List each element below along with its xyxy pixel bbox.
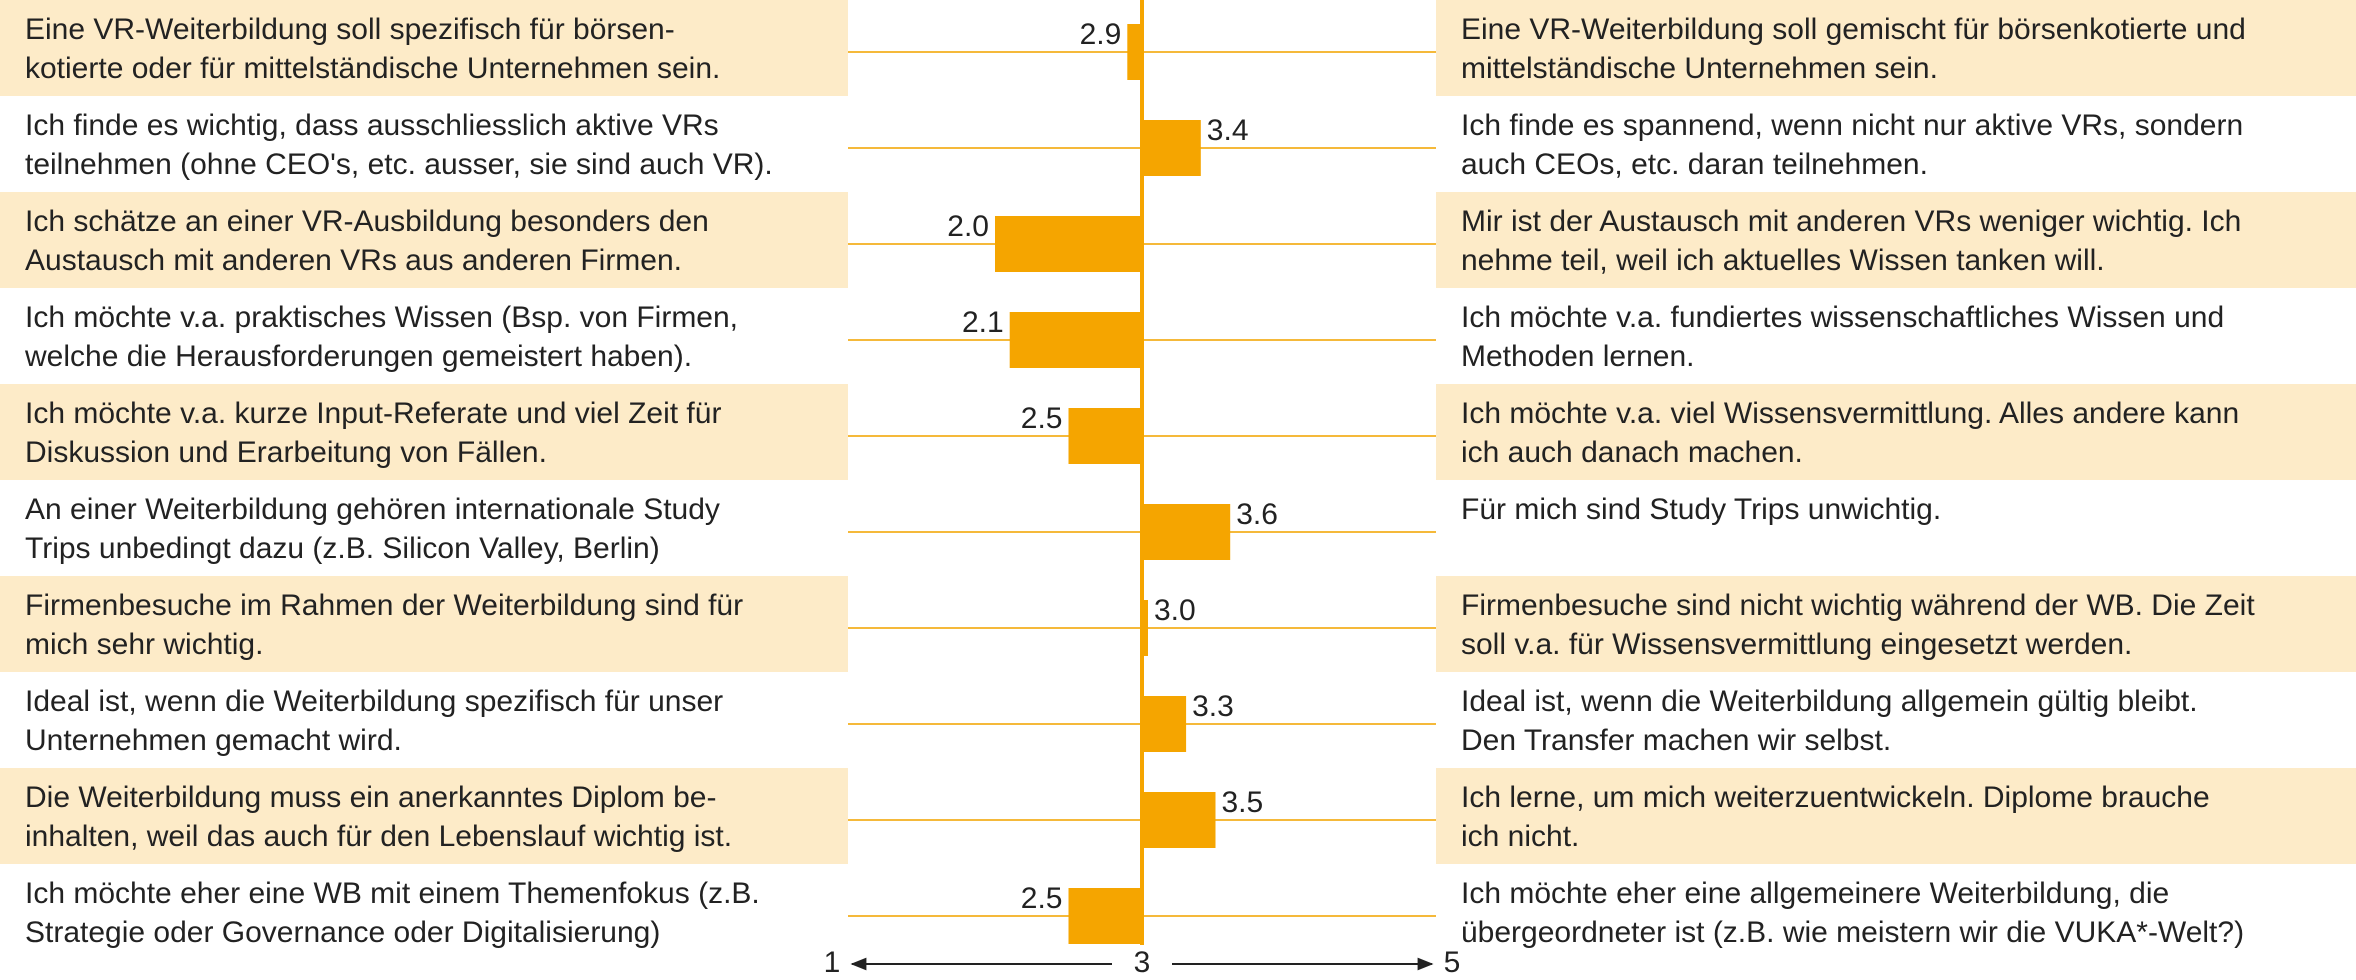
left-statement: Ich schätze an einer VR-Ausbildung beson… xyxy=(0,192,848,288)
right-statement: Ideal ist, wenn die Weiterbildung allgem… xyxy=(1461,685,2198,757)
bar xyxy=(1142,600,1148,656)
value-label: 2.1 xyxy=(962,306,1004,339)
left-statement: Ideal ist, wenn die Weiterbildung spezif… xyxy=(25,685,724,757)
bar xyxy=(1142,120,1201,176)
x-tick-label: 1 xyxy=(824,946,841,979)
left-statement: Eine VR-Weiterbildung soll spezifisch fü… xyxy=(0,0,848,96)
left-statement: Ich möchte v.a. praktisches Wissen (Bsp.… xyxy=(25,301,739,373)
value-label: 3.4 xyxy=(1207,114,1249,147)
left-statement: An einer Weiterbildung gehören internati… xyxy=(25,493,720,565)
left-statement: Firmenbesuche im Rahmen der Weiterbildun… xyxy=(0,576,848,672)
value-label: 3.3 xyxy=(1192,690,1234,723)
bar xyxy=(1068,888,1142,944)
right-statement: Eine VR-Weiterbildung soll gemischt für … xyxy=(1436,0,2356,96)
right-statement: Ich lerne, um mich weiterzuentwickeln. D… xyxy=(1436,768,2356,864)
bar xyxy=(1142,696,1187,752)
right-statement: Mir ist der Austausch mit anderen VRs we… xyxy=(1436,192,2356,288)
left-statement: Ich möchte v.a. kurze Input-Referate und… xyxy=(0,384,848,480)
value-label: 3.0 xyxy=(1154,594,1196,627)
bar xyxy=(1142,504,1231,560)
bar xyxy=(1068,408,1142,464)
right-statement: Für mich sind Study Trips unwichtig. xyxy=(1461,493,1942,526)
value-label: 2.0 xyxy=(947,210,989,243)
bar xyxy=(1009,312,1142,368)
left-statement: Ich möchte eher eine WB mit einem Themen… xyxy=(25,877,760,949)
right-statement: Ich möchte v.a. fundiertes wissenschaftl… xyxy=(1461,301,2225,373)
x-tick-label: 5 xyxy=(1444,946,1461,979)
left-statement: Die Weiterbildung muss ein anerkanntes D… xyxy=(0,768,848,864)
right-statement: Ich möchte eher eine allgemeinere Weiter… xyxy=(1461,877,2245,949)
value-label: 2.5 xyxy=(1021,882,1063,915)
right-statement: Firmenbesuche sind nicht wichtig während… xyxy=(1436,576,2356,672)
value-label: 2.9 xyxy=(1080,18,1122,51)
right-statement: Ich finde es spannend, wenn nicht nur ak… xyxy=(1461,109,2244,181)
bar xyxy=(995,216,1142,272)
bar xyxy=(1127,24,1142,80)
value-label: 3.6 xyxy=(1236,498,1278,531)
value-label: 3.5 xyxy=(1222,786,1264,819)
bar xyxy=(1142,792,1216,848)
right-statement: Ich möchte v.a. viel Wissensvermittlung.… xyxy=(1436,384,2356,480)
value-label: 2.5 xyxy=(1021,402,1063,435)
x-tick-label: 3 xyxy=(1134,946,1151,979)
left-statement: Ich finde es wichtig, dass ausschliessli… xyxy=(25,109,773,181)
